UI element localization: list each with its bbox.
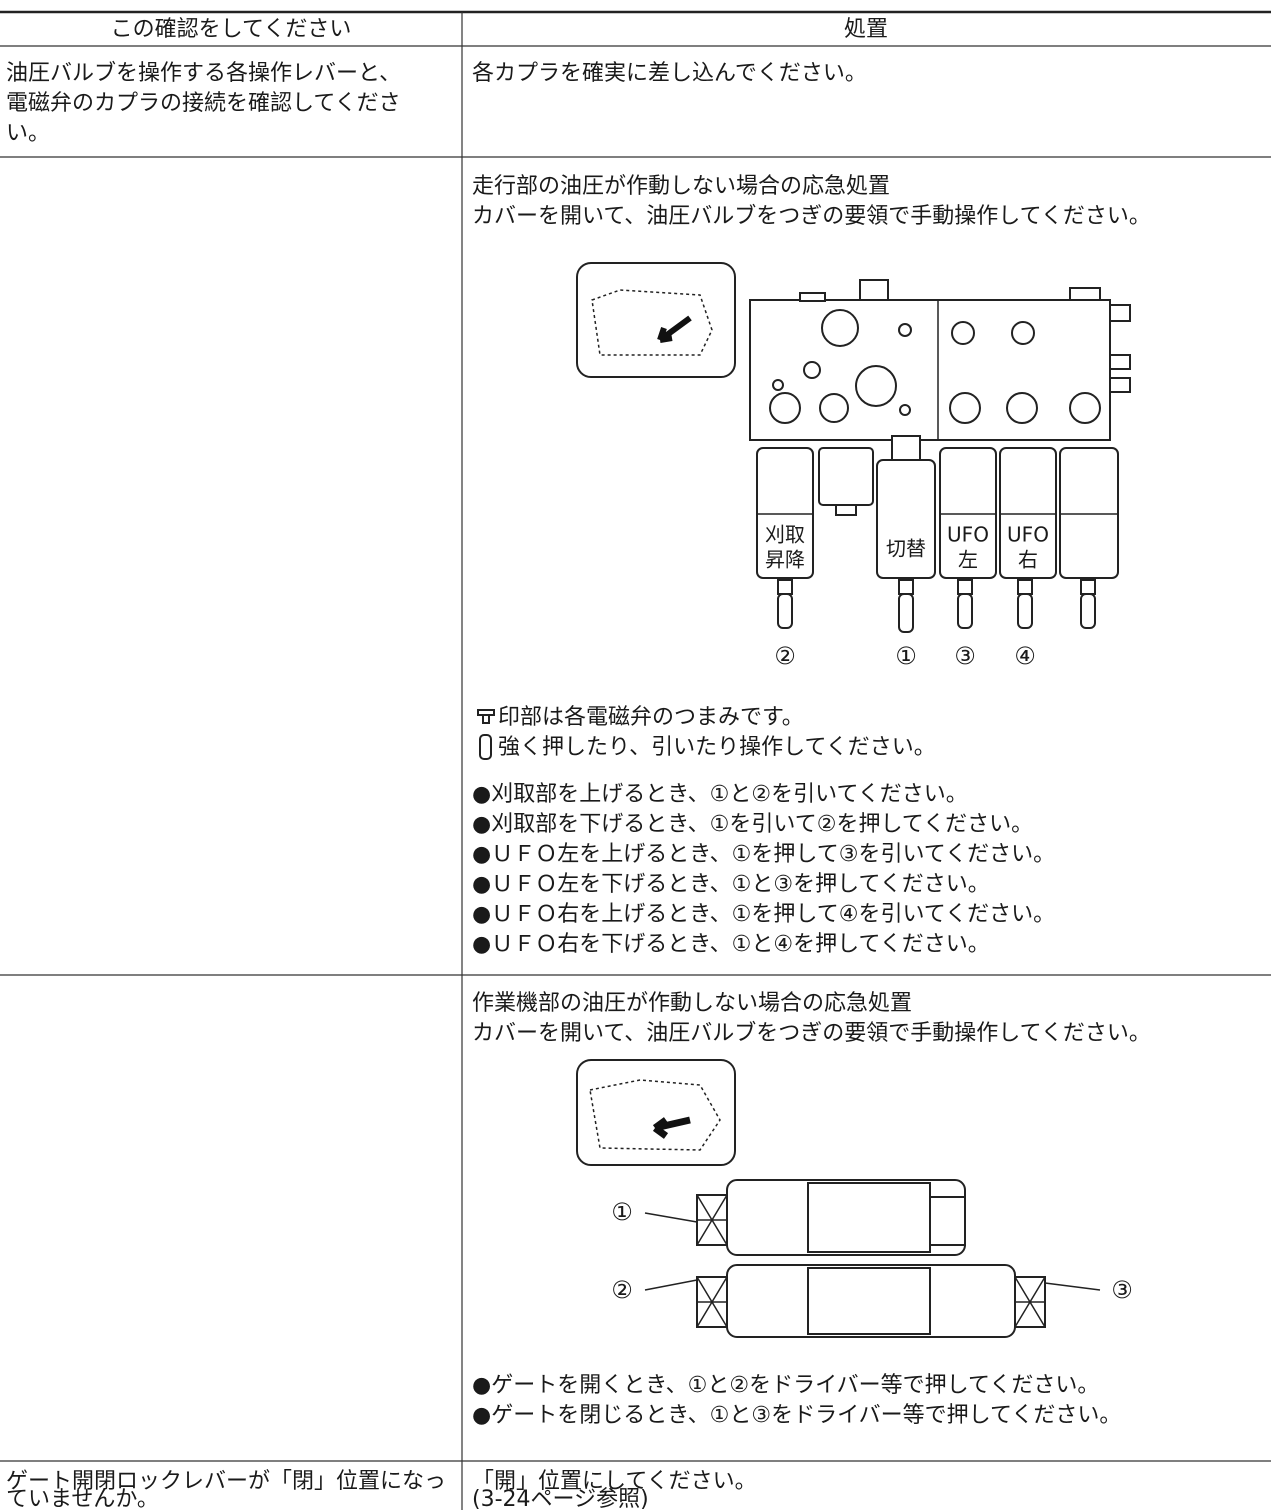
check-text: ゲート開閉ロックレバーが「閉」位置になっ	[6, 1469, 446, 1494]
header-cell: この確認をしてください	[111, 17, 352, 42]
action-text: カバーを開いて、油圧バルブをつぎの要領で手動操作してください。	[472, 204, 1151, 229]
step-text: ●ＵＦＯ右を下げるとき、①と④を押してください。	[472, 932, 990, 957]
header-cell: 処置	[844, 17, 888, 42]
solenoid-label: UFO	[1007, 523, 1049, 547]
action-text: 走行部の油圧が作動しない場合の応急処置	[472, 174, 890, 199]
port-number: ①	[611, 1198, 633, 1226]
knob-icon	[477, 709, 495, 760]
check-text: い。	[6, 121, 50, 146]
step-text: ●ゲートを閉じるとき、①と③をドライバー等で押してください。	[472, 1403, 1121, 1428]
step-text: ●ＵＦＯ左を上げるとき、①を押して③を引いてください。	[472, 842, 1055, 867]
port-number: ③	[1111, 1276, 1133, 1304]
port-number: ②	[611, 1276, 633, 1304]
solenoid-label: UFO	[947, 523, 989, 547]
knob-number: ④	[1014, 642, 1036, 670]
knob-number: ③	[954, 642, 976, 670]
action-text: カバーを開いて、油圧バルブをつぎの要領で手動操作してください。	[472, 1021, 1151, 1046]
action-text: 作業機部の油圧が作動しない場合の応急処置	[472, 991, 912, 1016]
gate-valve-figure	[576, 1059, 1101, 1338]
note-text: 強く押したり、引いたり操作してください。	[498, 735, 936, 760]
check-text: 油圧バルブを操作する各操作レバーと、	[6, 61, 401, 86]
table-rules	[0, 10, 1271, 1510]
solenoid-label: 右	[1018, 548, 1038, 572]
check-text: 電磁弁のカプラの接続を確認してくださ	[6, 91, 401, 116]
step-text: ●ＵＦＯ右を上げるとき、①を押して④を引いてください。	[472, 902, 1055, 927]
solenoid-label: 昇降	[765, 548, 805, 572]
step-text: ●刈取部を下げるとき、①を引いて②を押してください。	[472, 812, 1033, 837]
step-text: ●ゲートを開くとき、①と②をドライバー等で押してください。	[472, 1373, 1099, 1398]
solenoid-label: 刈取	[765, 523, 805, 547]
knob-number: ②	[774, 642, 796, 670]
knob-number: ①	[895, 642, 917, 670]
step-text: ●刈取部を上げるとき、①と②を引いてください。	[472, 782, 968, 807]
valve-figure	[576, 262, 1131, 633]
check-text: ていませんか。	[6, 1487, 159, 1510]
solenoid-label: 左	[958, 548, 978, 572]
step-text: ●ＵＦＯ左を下げるとき、①と③を押してください。	[472, 872, 990, 897]
action-text: (3-24ページ参照)	[472, 1487, 649, 1510]
action-text: 「開」位置にしてください。	[472, 1469, 757, 1494]
note-text: 印部は各電磁弁のつまみです。	[498, 705, 804, 730]
solenoid-label: 切替	[886, 537, 926, 561]
action-text: 各カプラを確実に差し込んでください。	[472, 61, 867, 86]
